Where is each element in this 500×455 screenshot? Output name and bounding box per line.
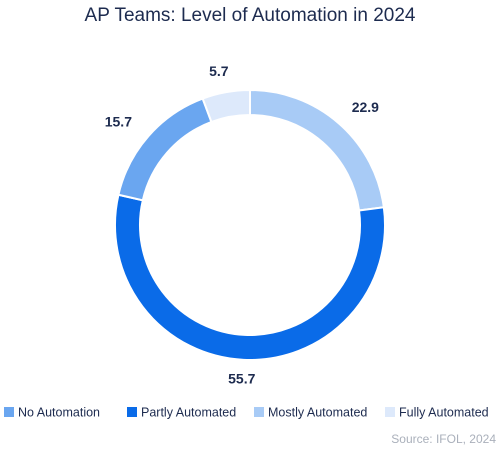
legend-swatch — [4, 407, 14, 417]
legend-swatch — [127, 407, 137, 417]
data-label: 15.7 — [105, 114, 132, 130]
donut-slice — [117, 97, 213, 202]
chart-title: AP Teams: Level of Automation in 2024 — [85, 5, 416, 26]
donut-slice — [114, 193, 386, 361]
legend-swatch — [254, 407, 264, 417]
legend-label: Mostly Automated — [268, 405, 367, 419]
data-label: 5.7 — [209, 63, 229, 79]
data-label: 55.7 — [228, 371, 255, 387]
donut-slice — [201, 88, 251, 124]
legend-label: Fully Automated — [399, 405, 489, 419]
legend-swatch — [385, 407, 395, 417]
legend-label: No Automation — [18, 405, 100, 419]
legend-label: Partly Automated — [141, 405, 236, 419]
source: Source: IFOL, 2024 — [391, 432, 496, 446]
data-label: 22.9 — [352, 99, 379, 115]
